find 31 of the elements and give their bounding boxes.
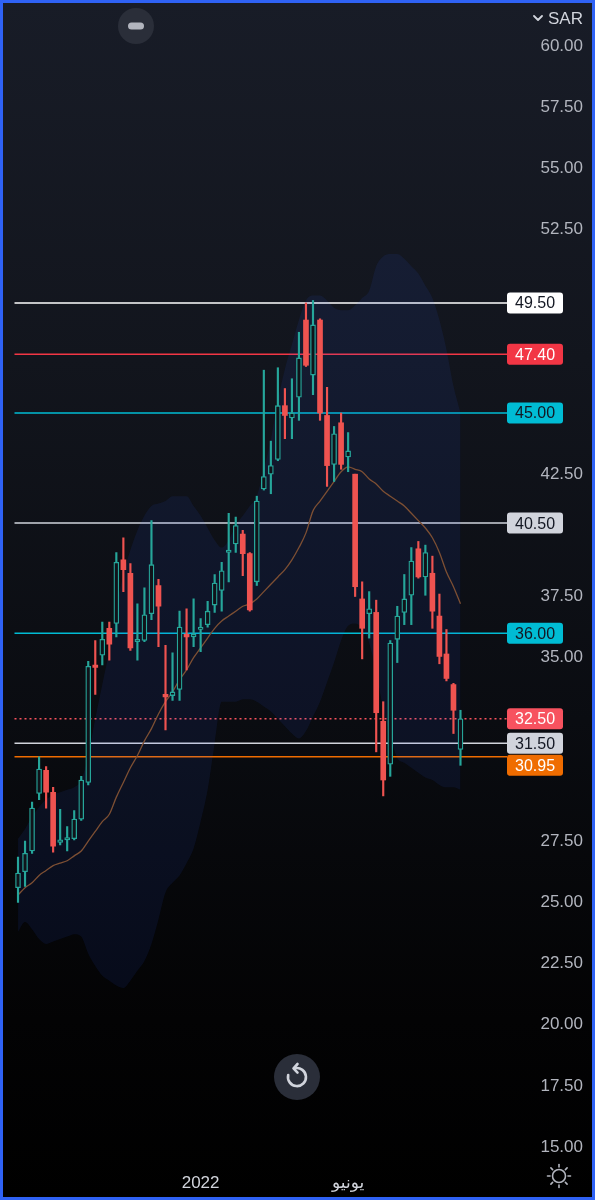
y-tick-label: 52.50 bbox=[540, 219, 583, 239]
y-tick-label: 20.00 bbox=[540, 1014, 583, 1034]
ref-line-label: 32.50 bbox=[514, 710, 556, 728]
y-axis-title: SAR bbox=[548, 8, 583, 28]
candlestick bbox=[22, 840, 28, 887]
ref-line-label: 36.00 bbox=[514, 624, 556, 642]
y-tick-label: 22.50 bbox=[540, 953, 583, 973]
y-tick-label: 55.00 bbox=[540, 158, 583, 178]
x-tick-label: 2022 bbox=[181, 1172, 220, 1192]
y-tick-label: 15.00 bbox=[540, 1136, 583, 1156]
x-tick-label: يونيو bbox=[331, 1172, 365, 1192]
y-tick-label: 37.50 bbox=[540, 586, 583, 606]
candlestick bbox=[15, 856, 21, 903]
y-tick-label: 35.00 bbox=[540, 647, 583, 667]
line-series bbox=[17, 466, 462, 896]
ref-line-label: 40.50 bbox=[514, 514, 556, 532]
candlestick bbox=[155, 579, 162, 647]
y-tick-label: 27.50 bbox=[540, 830, 583, 850]
candlestick bbox=[310, 300, 316, 395]
candlestick bbox=[296, 331, 302, 421]
y-tick-label: 57.50 bbox=[540, 96, 583, 116]
y-tick-label: 42.50 bbox=[540, 463, 583, 483]
ref-line-label: 47.40 bbox=[514, 345, 556, 363]
y-tick-label: 25.00 bbox=[540, 892, 583, 912]
ref-line-label: 30.95 bbox=[514, 756, 556, 774]
candlestick bbox=[169, 652, 176, 701]
ref-line-label: 31.50 bbox=[514, 734, 556, 752]
ref-line-label: 49.50 bbox=[514, 294, 556, 312]
y-tick-label: 17.50 bbox=[540, 1075, 583, 1095]
ref-line-label: 45.00 bbox=[514, 404, 556, 422]
y-tick-label: 60.00 bbox=[540, 35, 583, 55]
